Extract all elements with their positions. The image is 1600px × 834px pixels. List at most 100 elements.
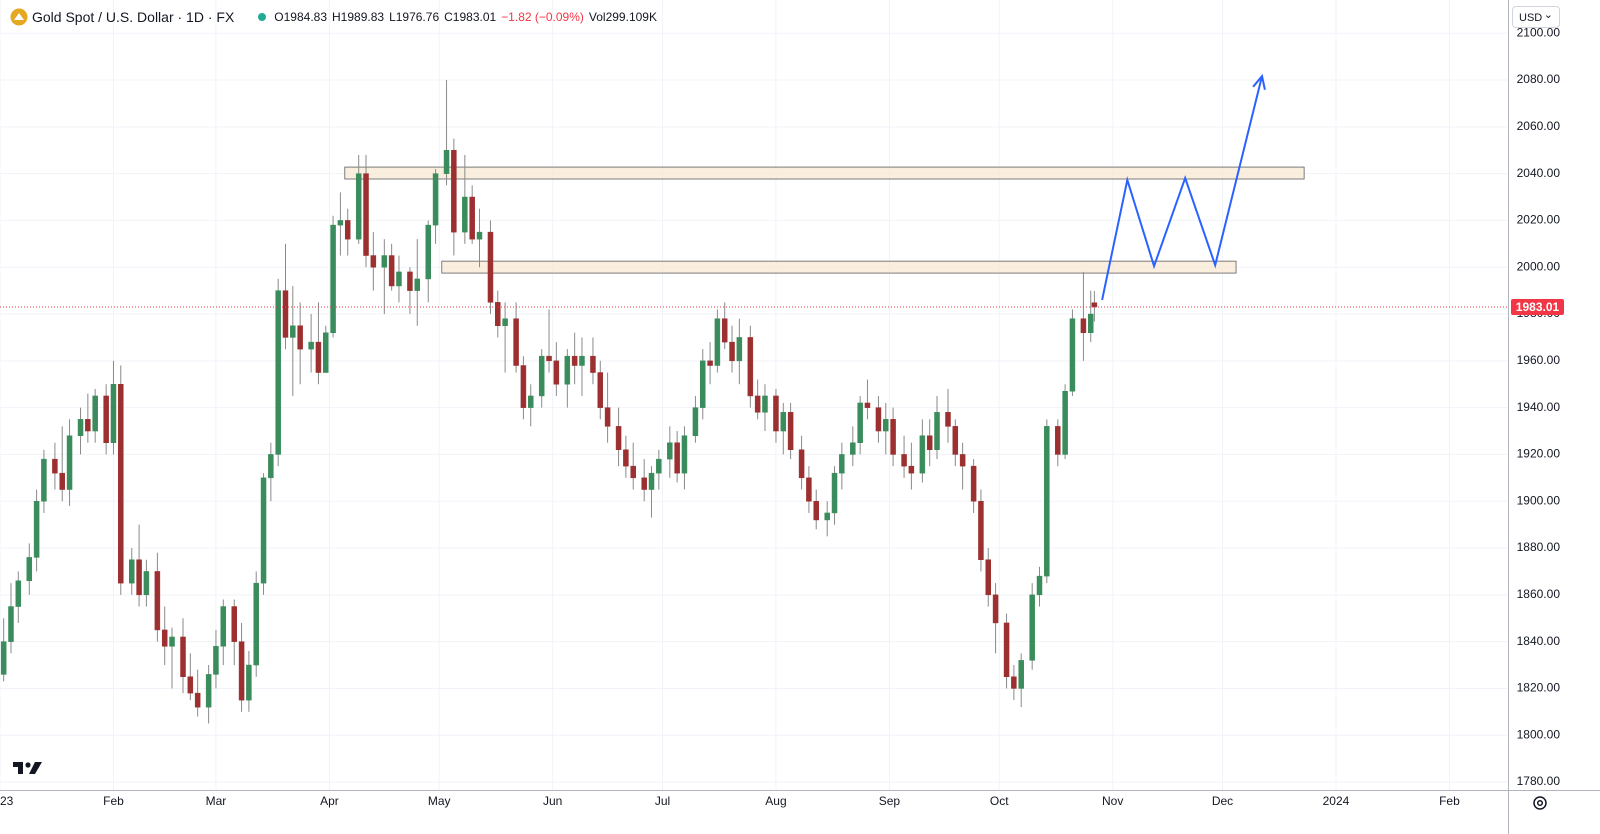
candle-body (344, 220, 351, 240)
candle-body (33, 500, 40, 558)
candle-body (110, 383, 117, 443)
candle-body (747, 337, 754, 397)
candle-body (187, 676, 194, 694)
candle-body (1029, 594, 1035, 661)
candle-body (546, 355, 552, 362)
candle-body (1087, 313, 1094, 334)
candle-body (26, 557, 33, 582)
y-tick-label: 2040.00 (1517, 166, 1561, 180)
candle-body (1044, 426, 1050, 577)
symbol-icon (10, 8, 28, 26)
candle-body (1062, 391, 1068, 455)
candle-body (615, 426, 622, 451)
candle-body (1011, 676, 1017, 689)
candle-body (476, 231, 483, 240)
zone (344, 166, 1305, 180)
candle-body (875, 407, 882, 432)
ohlc-low: L1976.76 (389, 10, 440, 24)
y-tick-label: 2020.00 (1517, 213, 1561, 227)
y-tick-label: 1820.00 (1517, 681, 1561, 695)
candle-body (15, 580, 22, 607)
settings-icon[interactable] (1531, 794, 1549, 812)
candle-body (762, 395, 768, 413)
ohlc-open: O1984.83 (274, 10, 328, 24)
x-tick-label: Feb (103, 794, 124, 808)
candle-body (919, 435, 926, 474)
candle-body (970, 465, 977, 502)
ohlc-close: C1983.01 (444, 10, 497, 24)
candle-body (363, 173, 369, 256)
candle-body (443, 149, 450, 174)
x-tick-label: 2023 (0, 794, 14, 808)
candle-body (857, 402, 863, 443)
candle-body (667, 442, 673, 460)
ohlc-high: H1989.83 (332, 10, 385, 24)
candle-body (1080, 318, 1087, 334)
candle-body (396, 271, 402, 287)
legend-header: Gold Spot / U.S. Dollar · 1D · FX O1984.… (0, 0, 662, 34)
candle-body (985, 559, 992, 596)
candle-body (908, 465, 915, 474)
y-tick-label: 2080.00 (1517, 72, 1561, 86)
projection-path (1101, 75, 1264, 301)
candle-body (1003, 622, 1010, 677)
candle-body (487, 231, 494, 303)
candle-body (604, 407, 611, 427)
candle-body (564, 355, 571, 385)
candle-body (355, 173, 362, 240)
candle-body (926, 435, 933, 451)
candle-body (246, 664, 252, 701)
candle-body (1069, 318, 1076, 392)
x-tick-label: Oct (990, 794, 1009, 808)
symbol-title: Gold Spot / U.S. Dollar · 1D · FX (32, 9, 235, 25)
candle-body (462, 196, 468, 233)
candle-body (253, 582, 259, 666)
candle-body (118, 383, 124, 584)
candle-body (425, 224, 431, 280)
ohlc-change: −1.82 (−0.09%) (501, 10, 584, 24)
candle-body (432, 173, 439, 226)
candle-body (736, 337, 743, 362)
y-tick-label: 1780.00 (1517, 774, 1561, 788)
zone (441, 260, 1237, 274)
candle-body (934, 412, 940, 451)
x-tick-label: Mar (206, 794, 227, 808)
currency-dropdown[interactable]: USD (1512, 4, 1560, 28)
tv-logo[interactable] (13, 760, 43, 776)
x-tick-label: Apr (320, 794, 339, 808)
candle-body (813, 500, 819, 521)
candle-body (370, 255, 377, 268)
candle-body (1055, 426, 1061, 455)
x-tick-label: Feb (1439, 794, 1460, 808)
candle-body (674, 442, 680, 474)
candle-body (238, 641, 245, 701)
candle-body (260, 477, 267, 584)
candle-body (0, 641, 7, 675)
candle-body (597, 372, 604, 408)
candle-body (630, 465, 636, 479)
candle-body (308, 341, 314, 350)
candle-body (282, 290, 289, 338)
candle-body (231, 606, 238, 642)
y-tick-label: 1940.00 (1517, 400, 1561, 414)
projection-arrowhead (1252, 73, 1266, 90)
candle-body (1091, 302, 1098, 308)
x-tick-label: Sep (879, 794, 901, 808)
candle-body (388, 255, 395, 287)
candle-body (520, 365, 527, 408)
candle-body (495, 302, 501, 326)
candle-body (52, 458, 58, 474)
candle-body (864, 402, 871, 408)
x-tick-label: Jul (655, 794, 670, 808)
candle-body (451, 149, 457, 233)
candle-body (129, 559, 135, 584)
last-price-label: 1983.01 (1516, 300, 1560, 314)
y-tick-label: 1880.00 (1517, 540, 1561, 554)
candle-body (780, 412, 787, 432)
candle-body (692, 407, 699, 436)
candle-body (85, 419, 91, 432)
candle-body (721, 318, 728, 343)
candle-body (414, 278, 421, 291)
